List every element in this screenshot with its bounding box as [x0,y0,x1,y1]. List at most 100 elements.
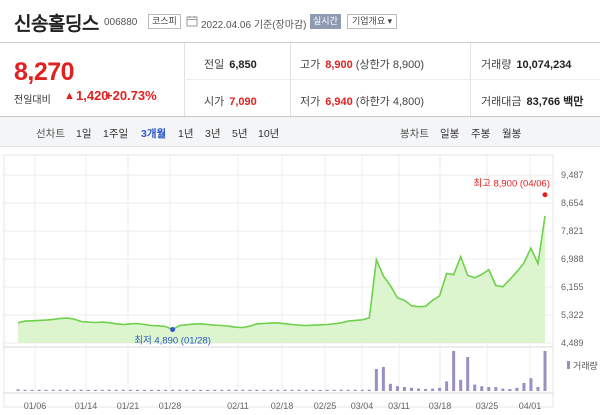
low-label: 저가 [300,96,321,108]
volume-bar [388,383,392,391]
period-1w[interactable]: 1주일 [103,128,129,140]
x-tick-label: 03/11 [388,401,410,411]
volume-bar [171,389,175,391]
candle-monthly[interactable]: 월봉 [502,128,522,140]
low-note: (하한가 4,800) [355,96,425,108]
volume-bar [311,389,315,391]
period-3y[interactable]: 3년 [205,128,221,140]
y-tick-label: 4,489 [561,338,584,348]
market-badge: 코스피 [148,14,181,29]
volume-bar [206,389,210,391]
period-10y[interactable]: 10년 [258,128,280,140]
volume-bar [37,389,41,391]
amount-value: 83,766 백만 [526,96,584,108]
x-tick-label: 03/04 [351,401,374,411]
volume-bar [227,389,231,391]
current-price-panel: 8,270 전일대비 ▲ 1,420 +20.73% [0,43,185,116]
volume-bar [262,389,266,391]
candle-daily[interactable]: 일봉 [440,128,460,140]
volume-bar [23,389,27,391]
price-line [17,215,546,331]
stock-code: 006880 [104,17,138,28]
price-chart: 9,487 8,654 7,821 6,988 6,155 5,322 4,489 01/06… [0,147,600,415]
volume-bar [459,379,463,391]
x-tick-label: 03/25 [476,401,499,411]
high-price: 고가 8,900 (상한가 8,900) [300,56,424,72]
volume-bar [142,389,146,391]
open-price: 시가 7,090 [204,93,257,109]
volume-bar [93,389,97,391]
volume-bar [185,389,189,391]
volume-bar [332,389,336,391]
volume-bar [501,388,505,391]
change-percent: +20.73% [105,88,157,103]
volume-bar [438,387,442,391]
volume-bar [480,386,484,391]
x-tick-label: 01/06 [24,401,47,411]
volume-bar [360,389,364,391]
open-label: 시가 [204,96,225,108]
divider [186,79,600,80]
volume-bar [522,383,526,391]
realtime-button[interactable]: 실시간 [310,14,341,29]
volume-bar [121,389,125,391]
current-price: 8,270 [14,58,75,86]
volume-bar [381,367,385,391]
volume-bar [304,389,308,391]
y-tick-label: 6,988 [561,254,584,264]
volume-bar [417,388,421,391]
low-value: 6,940 [325,96,353,108]
volume-bar [135,389,139,391]
period-3m[interactable]: 3개월 [141,128,167,140]
volume-legend-label: 거래량 [573,360,598,371]
volume-bar [114,389,118,391]
volume-bar [508,389,512,391]
volume-label: 거래량 [481,59,512,71]
volume-bar [402,387,406,391]
stock-header: 신송홀딩스 006880 코스피 2022.04.06 기준(장마감) 실시간 … [0,0,600,42]
volume-bar [431,388,435,391]
company-overview-button[interactable]: 기업개요 ▾ [347,14,398,29]
volume-bar [44,389,48,391]
x-tick-label: 02/11 [227,401,249,411]
x-tick-label: 03/18 [429,401,452,411]
volume-bar [452,351,456,391]
volume-bar [100,389,104,391]
volume-bar [353,389,357,391]
x-tick-label: 04/01 [519,401,542,411]
candle-weekly[interactable]: 주봉 [471,128,491,140]
volume-bar [192,389,196,391]
chart-toolbar: 선차트 1일 1주일 3개월 1년 3년 5년 10년 봉차트 일봉 주봉 월봉 [0,117,600,147]
volume-bar [150,389,154,391]
prev-close-label: 전일 [204,59,225,71]
change-label: 전일대비 [14,95,51,106]
volume-bar [86,389,90,391]
stock-name: 신송홀딩스 [14,14,99,35]
volume-bar [339,389,343,391]
price-area-fill [18,215,545,343]
volume-bar [269,389,273,391]
y-tick-label: 8,654 [561,198,584,208]
prev-close: 전일 6,850 [204,56,257,72]
change-value: 1,420 [76,88,109,103]
volume-bar [445,381,449,391]
volume-bar [297,389,301,391]
volume-bar [58,389,62,391]
up-arrow-icon: ▲ [64,90,75,102]
volume-bar [157,389,161,391]
calendar-icon [186,16,198,27]
high-value: 8,900 [325,59,353,71]
volume-bar [213,389,217,391]
volume-bar [529,378,533,391]
low-price: 저가 6,940 (하한가 4,800) [300,93,424,109]
period-1d[interactable]: 1일 [76,128,92,140]
volume-bar [283,389,287,391]
y-tick-label: 6,155 [561,282,584,292]
volume-bar [424,389,428,391]
date-text: 2022.04.06 기준(장마감) [201,20,307,31]
period-5y[interactable]: 5년 [232,128,248,140]
volume-bar [325,389,329,391]
period-1y[interactable]: 1년 [178,128,194,140]
line-chart-label: 선차트 [36,128,65,140]
prev-close-value: 6,850 [229,59,257,71]
